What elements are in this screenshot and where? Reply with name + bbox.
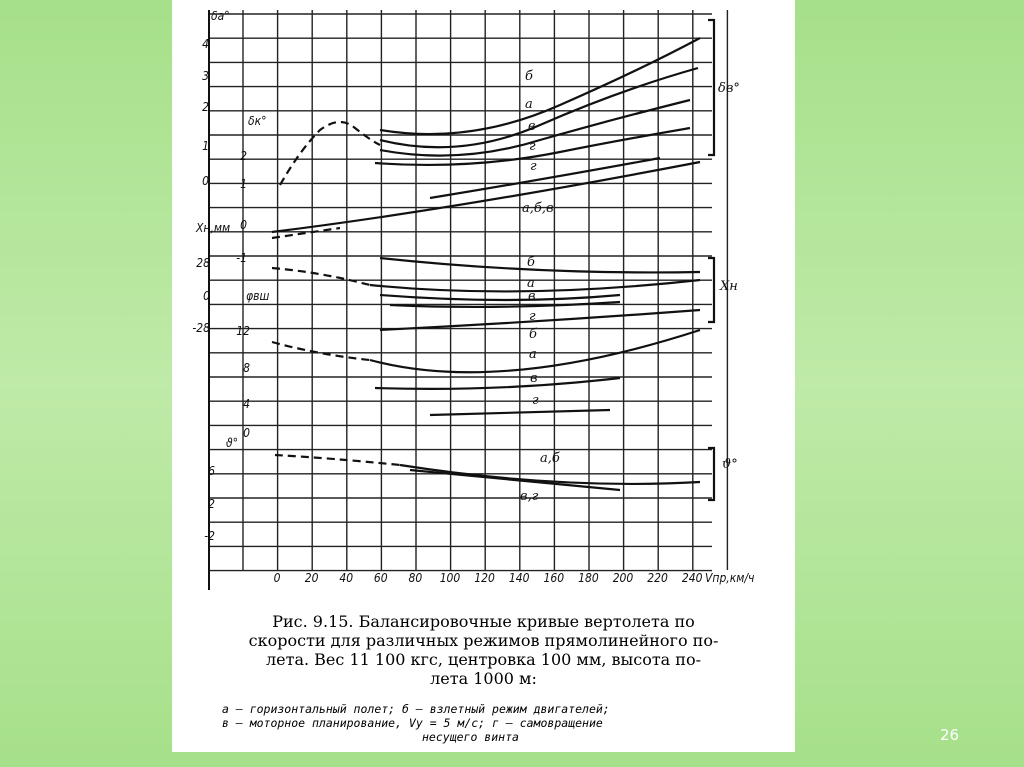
curve	[274, 453, 401, 467]
x-tick-label: 200	[613, 571, 634, 585]
curve-label: г	[529, 139, 536, 154]
x-tick-label: 220	[647, 571, 668, 585]
x-tick-label: 60	[374, 571, 388, 585]
x-tick-label: 160	[543, 571, 564, 585]
curve-label: г	[532, 393, 539, 408]
panel-label: ϑ°	[226, 436, 238, 450]
curve	[374, 376, 621, 390]
curve-label: б	[529, 327, 537, 342]
y-tick-label: 2	[202, 100, 209, 114]
y-tick-label: 28	[196, 256, 210, 270]
x-tick-label: 180	[578, 571, 599, 585]
right-label: ϑ°	[722, 457, 738, 472]
curve	[369, 328, 701, 374]
curve-label: г	[530, 159, 537, 174]
x-tick-label: 120	[474, 571, 495, 585]
y-tick-label: 1	[202, 139, 209, 153]
x-tick-label: 80	[409, 571, 423, 585]
labels: 0 20 40 60 80 100 120 140 160 180 200 220 240 Vпр,км/…	[192, 9, 754, 585]
bracket	[708, 18, 716, 502]
page-number: 26	[940, 726, 960, 744]
curve-label: а	[527, 276, 535, 291]
panel-label: Xн,мм	[195, 221, 230, 235]
x-tick-label: 140	[509, 571, 530, 585]
curve	[379, 98, 691, 157]
y-tick-label: 6	[208, 464, 215, 478]
curve	[379, 256, 701, 274]
y-tick-label: 1	[240, 177, 247, 191]
curve	[271, 340, 371, 362]
x-tick-label: 40	[339, 571, 353, 585]
curve-label: в,г	[520, 489, 539, 504]
curve	[374, 126, 691, 167]
curve	[279, 120, 381, 186]
curve-label: в	[528, 289, 536, 304]
curve-label: б	[527, 255, 535, 270]
curve	[399, 463, 701, 486]
curve	[379, 308, 701, 332]
curve	[271, 160, 701, 234]
y-tick-label: 0	[240, 218, 247, 232]
curve-label: в	[530, 371, 538, 386]
x-axis-label: Vпр,км/ч	[705, 571, 754, 585]
y-tick-label: -2	[204, 529, 215, 543]
x-tick-label: 20	[305, 571, 319, 585]
legend-line: а — горизонтальный полет; б — взлетный р…	[222, 702, 610, 716]
curve	[379, 66, 699, 149]
caption-line: Рис. 9.15. Балансировочные кривые вертол…	[272, 612, 695, 631]
curve	[379, 293, 621, 302]
y-tick-label: 4	[202, 37, 209, 51]
y-tick-label: -1	[236, 251, 247, 265]
right-label: δв°	[718, 81, 740, 96]
caption-line: лета. Вес 11 100 кгс, центровка 100 мм, …	[265, 650, 702, 669]
curve	[271, 226, 341, 240]
y-tick-label: 0	[203, 289, 210, 303]
figure-paper: 0 20 40 60 80 100 120 140 160 180 200 220 240 Vпр,км/…	[172, 0, 795, 752]
right-label: Xн	[719, 279, 738, 294]
curves	[271, 18, 716, 502]
legend: а — горизонтальный полет; б — взлетный р…	[222, 702, 782, 744]
curve-label: а,б	[540, 451, 560, 466]
y-tick-label: 4	[243, 397, 250, 411]
curve	[369, 278, 701, 293]
y-tick-label: -28	[192, 321, 210, 335]
legend-line: в — моторное планирование, Vy = 5 м/с; г…	[222, 716, 603, 730]
curve-label: а	[525, 97, 533, 112]
caption-line: лета 1000 м:	[430, 669, 537, 688]
figure: 0 20 40 60 80 100 120 140 160 180 200 220 240 Vпр,км/…	[192, 9, 754, 590]
y-tick-label: 2	[208, 497, 215, 511]
panel-label: φвш	[246, 289, 269, 303]
x-tick-label: 0	[274, 571, 281, 585]
grid	[208, 10, 729, 590]
y-tick-label: 2	[240, 149, 247, 163]
y-tick-label: 3	[202, 69, 209, 83]
curve-label: б	[525, 69, 533, 84]
y-tick-label: 0	[243, 426, 250, 440]
curve-label: г	[529, 309, 536, 324]
curve	[379, 37, 701, 136]
curve-label: а	[529, 347, 537, 362]
y-tick-label: 12	[236, 324, 250, 338]
y-tick-label: 8	[243, 361, 250, 375]
curve	[429, 156, 661, 200]
y-tick-label: 0	[202, 174, 209, 188]
curve	[389, 300, 621, 309]
x-tick-label: 240	[682, 571, 703, 585]
x-tick-label: 100	[440, 571, 461, 585]
curve	[409, 468, 621, 492]
panel-label: δк°	[248, 114, 267, 128]
panel-label: δa°	[211, 9, 230, 23]
curve-label: а,б,в	[522, 201, 554, 216]
curve	[429, 408, 611, 417]
curve	[271, 266, 371, 287]
curve-label: в	[528, 119, 536, 134]
caption-line: скорости для различных режимов прямолине…	[248, 631, 719, 650]
legend-line: несущего винта	[422, 730, 519, 744]
caption: Рис. 9.15. Балансировочные кривые вертол…	[172, 612, 795, 688]
